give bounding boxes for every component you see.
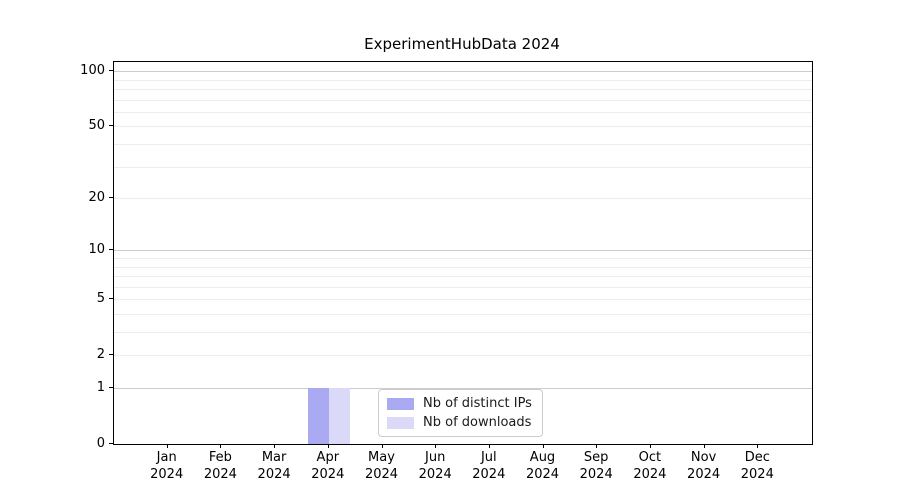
x-tick-mark [757, 444, 759, 448]
x-tick-label: May 2024 [350, 449, 414, 483]
y-tick-label: 100 [80, 62, 105, 78]
x-tick-label: Jul 2024 [457, 449, 521, 483]
legend-swatch-downloads-icon [387, 416, 414, 429]
x-tick-year: 2024 [687, 467, 721, 482]
x-tick-label: Mar 2024 [242, 449, 306, 483]
x-tick-month: Feb [208, 450, 232, 465]
x-tick-year: 2024 [364, 467, 399, 482]
x-tick-year: 2024 [150, 467, 184, 482]
x-tick-month: Jun [425, 450, 446, 465]
gridline-minor [114, 166, 812, 168]
gridline-minor [114, 88, 812, 90]
y-tick-label: 1 [96, 379, 105, 395]
y-tick-label: 10 [88, 241, 105, 257]
x-tick-mark [435, 444, 437, 448]
legend: Nb of distinct IPs Nb of downloads [378, 389, 543, 437]
x-tick-month: Jul [480, 450, 497, 465]
x-tick-mark [166, 444, 168, 448]
gridline-minor [114, 355, 812, 357]
x-tick-year: 2024 [257, 467, 291, 482]
x-tick-label: Oct 2024 [618, 449, 682, 483]
legend-label-downloads: Nb of downloads [423, 415, 532, 430]
x-tick-label: Nov 2024 [672, 449, 736, 483]
chart-title: ExperimentHubData 2024 [364, 35, 560, 53]
x-tick-month: May [368, 450, 395, 465]
gridline-minor [114, 257, 812, 259]
legend-item-distinct-ips: Nb of distinct IPs [387, 396, 532, 411]
x-tick-year: 2024 [311, 467, 345, 482]
x-tick-label: Jun 2024 [403, 449, 467, 483]
x-tick-label: Feb 2024 [188, 449, 252, 483]
gridline-minor [114, 111, 812, 113]
gridline-minor [114, 299, 812, 301]
x-tick-mark [274, 444, 276, 448]
gridline-minor [114, 276, 812, 277]
legend-label-distinct-ips: Nb of distinct IPs [423, 396, 532, 411]
y-tick-mark [109, 125, 113, 127]
y-tick-mark [109, 197, 113, 198]
x-tick-month: Sep [583, 450, 609, 465]
y-tick-mark [109, 298, 113, 300]
x-tick-year: 2024 [203, 467, 237, 482]
x-tick-mark [596, 444, 598, 448]
y-tick-label: 50 [88, 117, 105, 133]
y-tick-label: 2 [96, 346, 105, 362]
x-tick-year: 2024 [472, 467, 506, 482]
x-tick-month: Aug [529, 450, 556, 465]
gridline-major [114, 250, 812, 252]
x-tick-label: Sep 2024 [564, 449, 628, 483]
x-tick-month: Apr [316, 450, 340, 465]
gridline-minor [114, 313, 812, 315]
x-tick-mark [488, 444, 490, 448]
gridline-major [114, 388, 812, 389]
y-tick-mark [109, 387, 113, 388]
gridline-minor [114, 79, 812, 81]
x-tick-year: 2024 [740, 467, 774, 482]
x-tick-mark [703, 444, 705, 448]
gridline-major [114, 71, 812, 73]
x-tick-label: Aug 2024 [511, 449, 575, 483]
y-tick-label: 0 [96, 435, 105, 451]
x-tick-label: Apr 2024 [296, 449, 360, 483]
x-tick-year: 2024 [579, 467, 613, 482]
gridline-minor [114, 266, 812, 268]
x-tick-month: Nov [690, 450, 717, 465]
x-tick-month: Jan [156, 450, 177, 465]
legend-swatch-distinct-ips-icon [387, 397, 414, 410]
y-tick-mark [109, 443, 113, 444]
gridline-minor [114, 286, 812, 288]
x-tick-year: 2024 [633, 467, 667, 482]
y-tick-mark [109, 354, 113, 356]
x-tick-mark [381, 444, 383, 448]
y-tick-label: 20 [88, 189, 105, 205]
legend-item-downloads: Nb of downloads [387, 415, 532, 430]
x-tick-mark [649, 444, 651, 448]
gridline-minor [114, 143, 812, 145]
gridline-minor [114, 126, 812, 128]
x-tick-month: Mar [261, 450, 287, 465]
x-tick-month: Oct [638, 450, 662, 465]
gridline-minor [114, 332, 812, 333]
y-tick-mark [109, 249, 113, 251]
y-tick-mark [109, 70, 113, 72]
x-tick-label: Dec 2024 [725, 449, 789, 483]
bar-downloads [328, 388, 350, 444]
x-tick-year: 2024 [418, 467, 452, 482]
plot-area: Nb of distinct IPs Nb of downloads [113, 61, 813, 445]
gridline-minor [114, 99, 812, 101]
x-tick-mark [220, 444, 222, 448]
x-tick-mark [327, 444, 329, 448]
x-tick-year: 2024 [525, 467, 560, 482]
x-tick-month: Dec [744, 450, 770, 465]
bar-distinct-ips [307, 388, 329, 444]
y-tick-label: 5 [96, 290, 105, 306]
gridline-minor [114, 198, 812, 199]
x-tick-mark [542, 444, 544, 448]
x-tick-label: Jan 2024 [135, 449, 199, 483]
